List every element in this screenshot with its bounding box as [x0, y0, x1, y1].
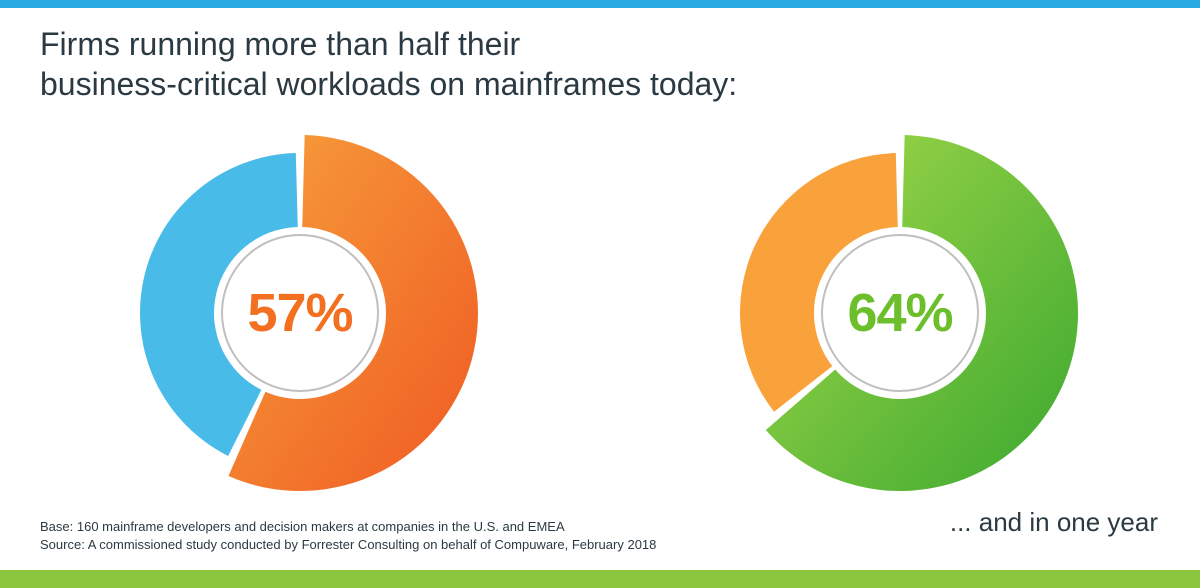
- donut-chart-today: 57%: [0, 128, 600, 498]
- donut-center-label-one-year: 64%: [847, 282, 952, 344]
- charts-row: 57% 64%: [0, 128, 1200, 498]
- bottom-accent-bar: [0, 570, 1200, 588]
- infographic-page: Firms running more than half theirbusine…: [0, 0, 1200, 588]
- top-accent-bar: [0, 0, 1200, 8]
- donut-center-label-today: 57%: [247, 282, 352, 344]
- donut-chart-one-year: 64%: [600, 128, 1200, 498]
- footnote-line-2: Source: A commissioned study conducted b…: [40, 536, 656, 554]
- footnote-line-1: Base: 160 mainframe developers and decis…: [40, 518, 656, 536]
- subcaption-text: ... and in one year: [950, 507, 1158, 538]
- headline-text: Firms running more than half theirbusine…: [40, 24, 737, 104]
- footnote-block: Base: 160 mainframe developers and decis…: [40, 518, 656, 554]
